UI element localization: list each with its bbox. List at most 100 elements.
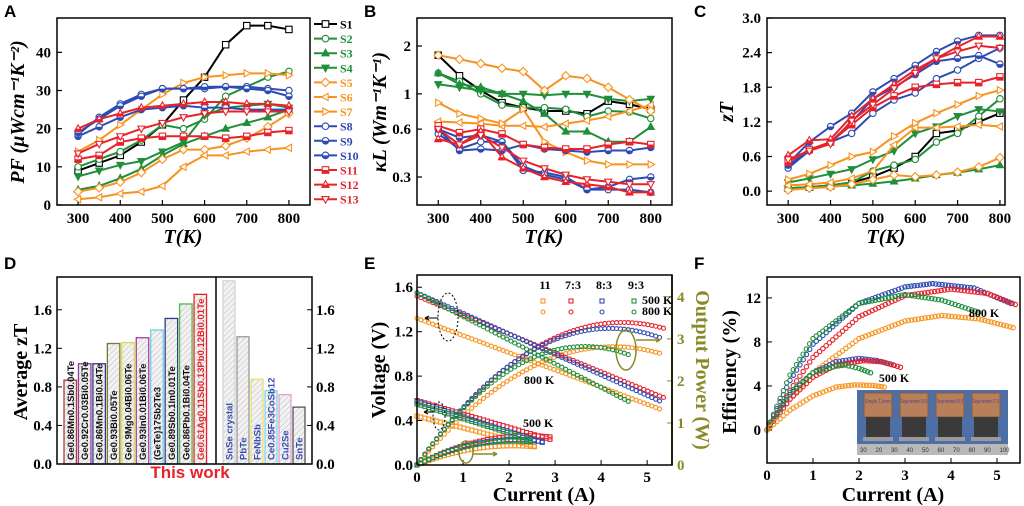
efficiency-point: [856, 335, 862, 342]
ruler-number: 20: [876, 448, 883, 454]
voltage-point: [613, 392, 620, 398]
power-point: [531, 444, 537, 450]
y-tick-label: 0.3: [392, 170, 411, 186]
data-point-half-fill: [222, 86, 229, 90]
data-point: [475, 58, 486, 69]
efficiency-point: [872, 383, 879, 389]
data-point: [540, 108, 549, 117]
bar-ge0-9mg0-04bi0-06te: Ge0.9Mg0.04Bi0.06Te: [121, 341, 135, 465]
voltage-point: [516, 335, 522, 341]
data-point: [827, 160, 836, 170]
efficiency-point: [856, 365, 862, 372]
efficiency-point: [810, 393, 816, 399]
efficiency-point: [783, 393, 790, 399]
power-point: [492, 377, 498, 383]
plot-frame: [416, 17, 673, 206]
data-point: [73, 173, 83, 182]
efficiency-point: [806, 372, 813, 379]
efficiency-point: [1010, 324, 1016, 331]
efficiency-point: [912, 293, 918, 299]
annotation-500k: 500 K: [523, 416, 554, 430]
y-tick-label-right: 0: [677, 458, 685, 474]
efficiency-point: [985, 290, 991, 297]
voltage-point: [563, 356, 569, 362]
efficiency-point: [939, 281, 945, 288]
legend-marker: [321, 122, 330, 131]
series-s12: [73, 96, 294, 132]
efficiency-point: [836, 383, 842, 390]
data-point-half-fill: [117, 142, 124, 146]
efficiency-point: [833, 334, 839, 340]
efficiency-point: [898, 292, 905, 298]
efficiency-point: [839, 362, 845, 369]
data-point-half-fill: [562, 181, 569, 185]
efficiency-point: [790, 367, 797, 373]
efficiency-point: [845, 382, 852, 389]
data-point-half-fill: [541, 177, 548, 181]
data-point: [115, 189, 124, 199]
x-tick-label: 400: [819, 211, 842, 227]
plot-frame: [766, 276, 1021, 464]
efficiency-point: [959, 303, 965, 310]
bar-label: Ge0.9Mg0.04Bi0.06Te: [124, 364, 135, 460]
bar-ge0-86mn0-1bi0-04te: Ge0.86Mn0.1Bi0.04Te: [92, 363, 107, 465]
efficiency-point: [839, 328, 846, 334]
ruler-number: 80: [969, 448, 976, 454]
efficiency-point: [849, 363, 855, 370]
power-point: [653, 323, 659, 329]
data-point: [73, 194, 82, 204]
x-tick-label: 1: [459, 470, 467, 486]
power-point: [488, 380, 494, 386]
legend-label: S13: [340, 193, 359, 207]
efficiency-point: [894, 363, 901, 370]
data-point-half-fill: [180, 103, 187, 108]
voltage-point: [430, 298, 436, 304]
plot-frame: [766, 17, 1006, 206]
data-point-half-fill: [95, 126, 103, 130]
x-tick-label: 400: [470, 211, 493, 227]
power-point: [457, 409, 463, 415]
bar-ge0-61ag0-11sb0-13pb0-12bi0-01te: Ge0.61Ag0.11Sb0.13Pb0.12Bi0.01Te: [193, 293, 208, 465]
power-point: [473, 393, 479, 400]
data-point-half-fill: [912, 87, 919, 91]
efficiency-point: [803, 364, 810, 370]
efficiency-point: [783, 400, 790, 407]
efficiency-point: [895, 286, 902, 293]
efficiency-point: [875, 383, 882, 389]
efficiency-point: [839, 383, 845, 390]
power-point: [523, 358, 530, 364]
data-point: [73, 150, 83, 159]
y-tick-label: 0.8: [33, 380, 52, 396]
y-axis-label: PF (μWcm⁻¹K⁻²): [7, 40, 29, 184]
efficiency-point: [882, 295, 889, 302]
legend-marker-half-fill: [322, 140, 329, 145]
efficiency-point: [885, 324, 892, 331]
voltage-point: [422, 294, 428, 300]
x-tick-label: 0: [763, 468, 771, 484]
efficiency-point: [859, 366, 865, 373]
data-point: [847, 117, 857, 126]
power-point: [523, 367, 530, 373]
efficiency-point: [997, 295, 1003, 302]
efficiency-point: [935, 296, 942, 303]
power-point: [520, 360, 526, 366]
data-point: [455, 84, 464, 93]
ruler-number: 100: [1000, 448, 1011, 454]
voltage-point: [610, 377, 616, 383]
efficiency-point: [878, 383, 885, 390]
data-point: [221, 108, 231, 117]
power-point: [590, 322, 596, 328]
this-work-label: This work: [150, 463, 230, 482]
y-tick-label: 0: [44, 198, 52, 214]
efficiency-point: [810, 370, 816, 376]
data-point: [476, 132, 486, 141]
efficiency-point: [949, 313, 955, 320]
efficiency-point: [920, 281, 927, 288]
voltage-point: [453, 310, 459, 316]
voltage-point: [559, 364, 565, 370]
panel-b: 300 400 500 600 700 800 0.3 0.6 1 2 T(K) κL (Wm⁻¹K⁻…: [369, 39, 662, 248]
power-point: [512, 373, 518, 380]
legend-marker: [631, 309, 637, 315]
bar-label: PbTe: [239, 437, 250, 460]
efficiency-point: [793, 384, 800, 390]
